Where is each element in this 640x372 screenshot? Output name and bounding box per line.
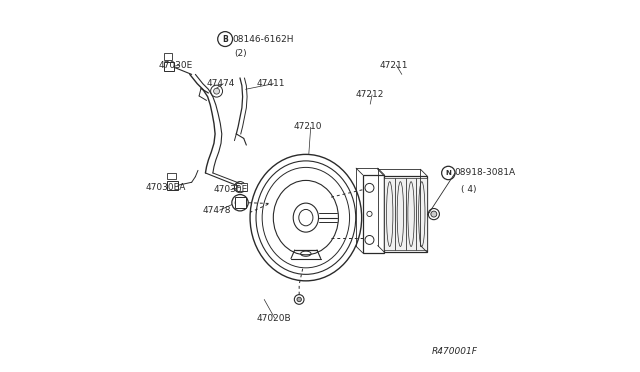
Text: 47210: 47210 (294, 122, 323, 131)
Text: 08146-6162H: 08146-6162H (232, 35, 294, 44)
Bar (164, 62, 174, 71)
Circle shape (211, 85, 223, 97)
Bar (395, 178, 406, 250)
Text: 47030EA: 47030EA (145, 183, 186, 192)
Text: N: N (445, 170, 451, 176)
Circle shape (442, 166, 455, 180)
Text: 47211: 47211 (380, 61, 408, 70)
Circle shape (218, 32, 232, 46)
Text: 47212: 47212 (355, 90, 384, 99)
Text: 47474: 47474 (207, 79, 235, 88)
Text: 47020B: 47020B (257, 314, 291, 323)
Bar (164, 53, 172, 60)
Circle shape (214, 88, 220, 94)
Bar (363, 175, 385, 253)
Circle shape (294, 295, 304, 304)
Circle shape (297, 297, 301, 302)
Bar (385, 178, 395, 250)
Bar (385, 176, 427, 252)
Text: ( 4): ( 4) (461, 185, 476, 194)
Bar (167, 181, 178, 190)
Circle shape (234, 182, 246, 193)
Bar (235, 197, 246, 208)
Bar (406, 178, 417, 250)
Text: 47030E: 47030E (214, 185, 248, 194)
Circle shape (428, 208, 440, 220)
Text: B: B (222, 35, 228, 44)
Text: 08918-3081A: 08918-3081A (454, 169, 516, 177)
Circle shape (431, 211, 437, 217)
Text: 47030E: 47030E (158, 61, 193, 70)
Text: 47411: 47411 (257, 79, 285, 88)
Text: R470001F: R470001F (431, 347, 477, 356)
Text: (2): (2) (234, 49, 247, 58)
Text: 47478: 47478 (203, 206, 231, 215)
Bar (167, 173, 175, 179)
Bar (417, 178, 427, 250)
Bar (236, 183, 246, 191)
Circle shape (232, 195, 248, 211)
